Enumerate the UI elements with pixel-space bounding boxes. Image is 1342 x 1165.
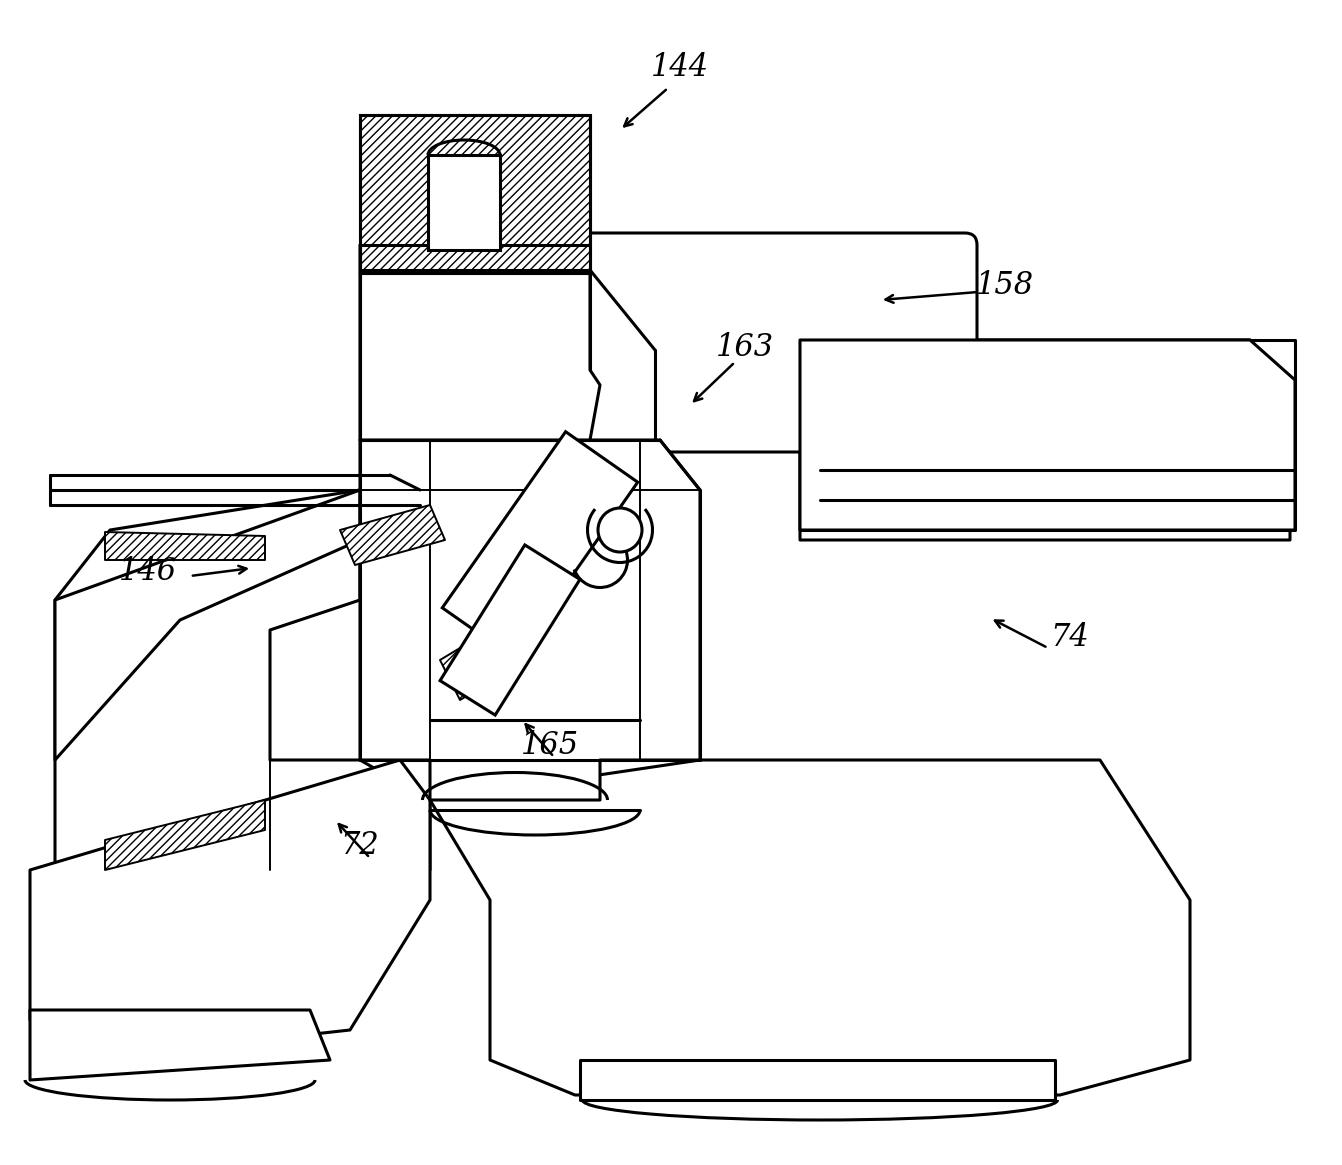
Polygon shape [105,532,264,560]
Polygon shape [30,760,429,1060]
Bar [360,115,590,273]
Text: 144: 144 [651,52,709,84]
Polygon shape [30,1010,330,1080]
Polygon shape [440,630,510,700]
Polygon shape [580,1060,1055,1100]
Text: 163: 163 [715,332,774,363]
Polygon shape [800,340,1290,541]
Polygon shape [55,490,360,760]
Polygon shape [443,432,637,658]
Polygon shape [360,440,701,800]
Text: 165: 165 [521,729,578,761]
Polygon shape [429,760,1190,1095]
Polygon shape [800,340,1295,530]
Polygon shape [800,340,1295,530]
Polygon shape [340,504,446,565]
Text: 72: 72 [341,829,380,861]
Polygon shape [360,245,600,440]
Text: 146: 146 [119,557,177,587]
FancyBboxPatch shape [568,233,977,452]
Text: 158: 158 [976,269,1035,301]
Polygon shape [105,800,264,870]
Polygon shape [440,545,580,715]
Text: 74: 74 [1051,622,1090,654]
Polygon shape [55,490,429,870]
Bar [428,155,501,250]
Circle shape [599,508,641,552]
Bar [360,115,590,273]
